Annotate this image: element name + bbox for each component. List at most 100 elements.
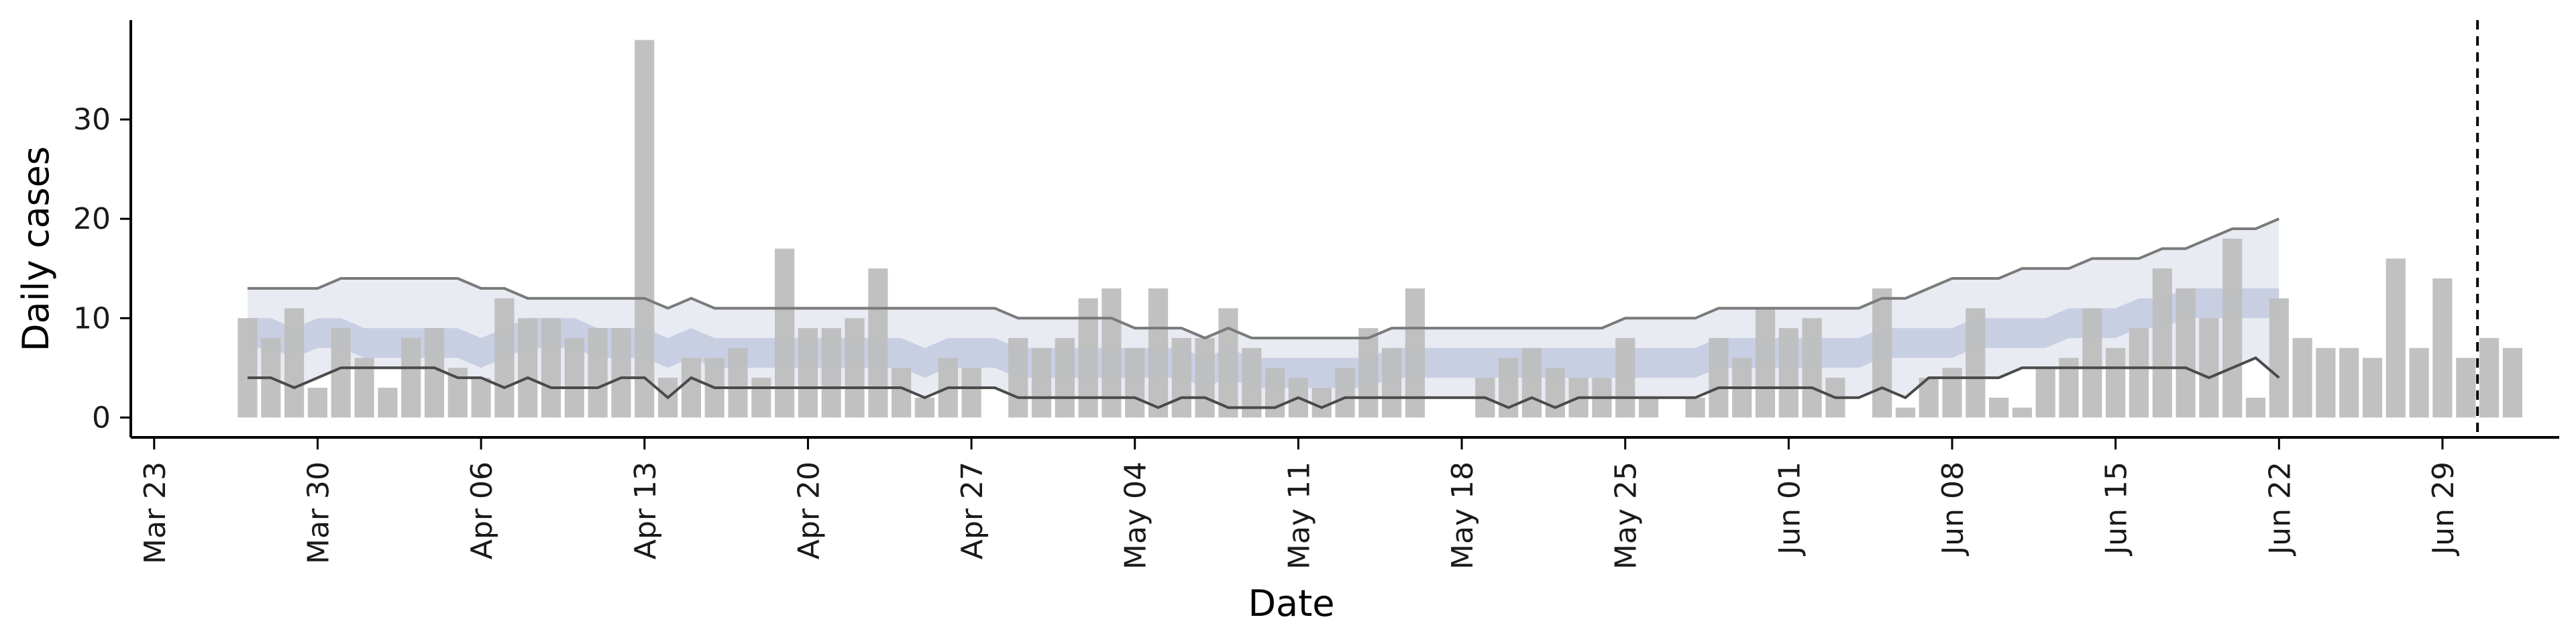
bar <box>681 358 701 418</box>
bar <box>307 388 327 418</box>
x-tick-label: Apr 20 <box>792 462 826 559</box>
bar <box>1942 368 1962 418</box>
bar <box>2035 368 2055 418</box>
bar <box>2152 268 2172 418</box>
bar <box>2176 288 2196 418</box>
bar <box>1382 347 1402 418</box>
bar <box>1218 308 1238 418</box>
bar <box>588 328 608 418</box>
daily-case-bars <box>237 40 2522 418</box>
x-tick-label: Apr 13 <box>629 462 663 559</box>
y-axis-title: Daily cases <box>15 146 57 352</box>
x-tick-label: Jun 22 <box>2263 462 2297 557</box>
bar <box>2432 278 2453 418</box>
bar <box>541 318 561 418</box>
bar <box>2129 328 2149 418</box>
bar <box>494 298 515 418</box>
bar <box>2456 358 2476 418</box>
bar <box>378 388 398 418</box>
bar <box>471 378 491 418</box>
upper-bound-line <box>248 217 2280 340</box>
bar <box>284 308 305 418</box>
bar <box>331 328 351 418</box>
x-tick-label: May 25 <box>1609 462 1644 570</box>
bar <box>1638 397 1659 418</box>
x-tick-label: Mar 23 <box>138 462 172 564</box>
x-tick-label: Apr 27 <box>955 462 989 559</box>
bar <box>237 318 258 418</box>
bar <box>1615 337 1635 418</box>
bar <box>2362 358 2383 418</box>
y-tick-label: 0 <box>92 400 111 435</box>
x-tick-label: Jun 29 <box>2426 462 2461 557</box>
bar <box>1311 388 1332 418</box>
bar <box>1265 368 1285 418</box>
bar <box>1685 397 1705 418</box>
bar <box>1989 397 2009 418</box>
bar <box>564 337 584 418</box>
bar <box>1545 368 1565 418</box>
bar <box>1055 337 1075 418</box>
x-tick-label: Jun 15 <box>2100 462 2134 557</box>
bar <box>845 318 865 418</box>
y-tick-label: 10 <box>73 301 111 335</box>
x-axis-title: Date <box>1248 582 1334 625</box>
bar <box>1709 337 1729 418</box>
bar <box>728 347 748 418</box>
bar <box>635 40 655 418</box>
x-tick-label: May 18 <box>1446 462 1480 570</box>
x-axis-ticks: Mar 23 Mar 30 Apr 06 Apr 13 Apr 20 Apr 27 May … <box>138 437 2461 570</box>
bar <box>775 248 795 418</box>
bar <box>2245 397 2266 418</box>
x-tick-label: May 11 <box>1282 462 1316 570</box>
lower-bound-line <box>248 356 2280 409</box>
bar <box>2106 347 2126 418</box>
bar <box>1171 337 1191 418</box>
x-tick-label: Jun 01 <box>1772 462 1807 557</box>
bar <box>2269 298 2289 418</box>
bar <box>2502 347 2522 418</box>
bar <box>1335 368 1355 418</box>
band-edge-lines <box>248 217 2280 409</box>
bar <box>821 328 841 418</box>
bar <box>914 397 934 418</box>
y-tick-label: 20 <box>73 202 111 236</box>
bar <box>1031 347 1052 418</box>
bar <box>518 318 538 418</box>
bar <box>2012 407 2032 418</box>
y-tick-label: 30 <box>73 103 111 137</box>
bar <box>1078 298 1098 418</box>
bar <box>1358 328 1379 418</box>
bar <box>1966 308 1986 418</box>
bar <box>1008 337 1028 418</box>
bar <box>1755 308 1776 418</box>
bar <box>1521 347 1542 418</box>
bar <box>2385 258 2406 418</box>
bar <box>2316 347 2336 418</box>
x-tick-label: Apr 06 <box>465 462 499 559</box>
bar <box>2199 318 2219 418</box>
bar <box>868 268 888 418</box>
x-tick-label: Mar 30 <box>302 462 336 564</box>
bar <box>2082 308 2102 418</box>
y-axis-ticks: 0 10 20 30 <box>73 103 131 435</box>
x-tick-label: May 04 <box>1119 462 1153 570</box>
bar <box>424 328 445 418</box>
bar <box>401 337 421 418</box>
bar <box>798 328 818 418</box>
x-tick-label: Jun 08 <box>1936 462 1970 557</box>
bar <box>1102 288 1122 418</box>
bar <box>1872 288 1892 418</box>
bar <box>611 328 631 418</box>
bar <box>961 368 981 418</box>
bar <box>1405 288 1425 418</box>
bar <box>2292 337 2312 418</box>
bar <box>751 378 771 418</box>
bar <box>2222 238 2243 418</box>
bar <box>2479 337 2500 418</box>
bar <box>1148 288 1169 418</box>
bar <box>1802 318 1822 418</box>
bar <box>1778 328 1799 418</box>
